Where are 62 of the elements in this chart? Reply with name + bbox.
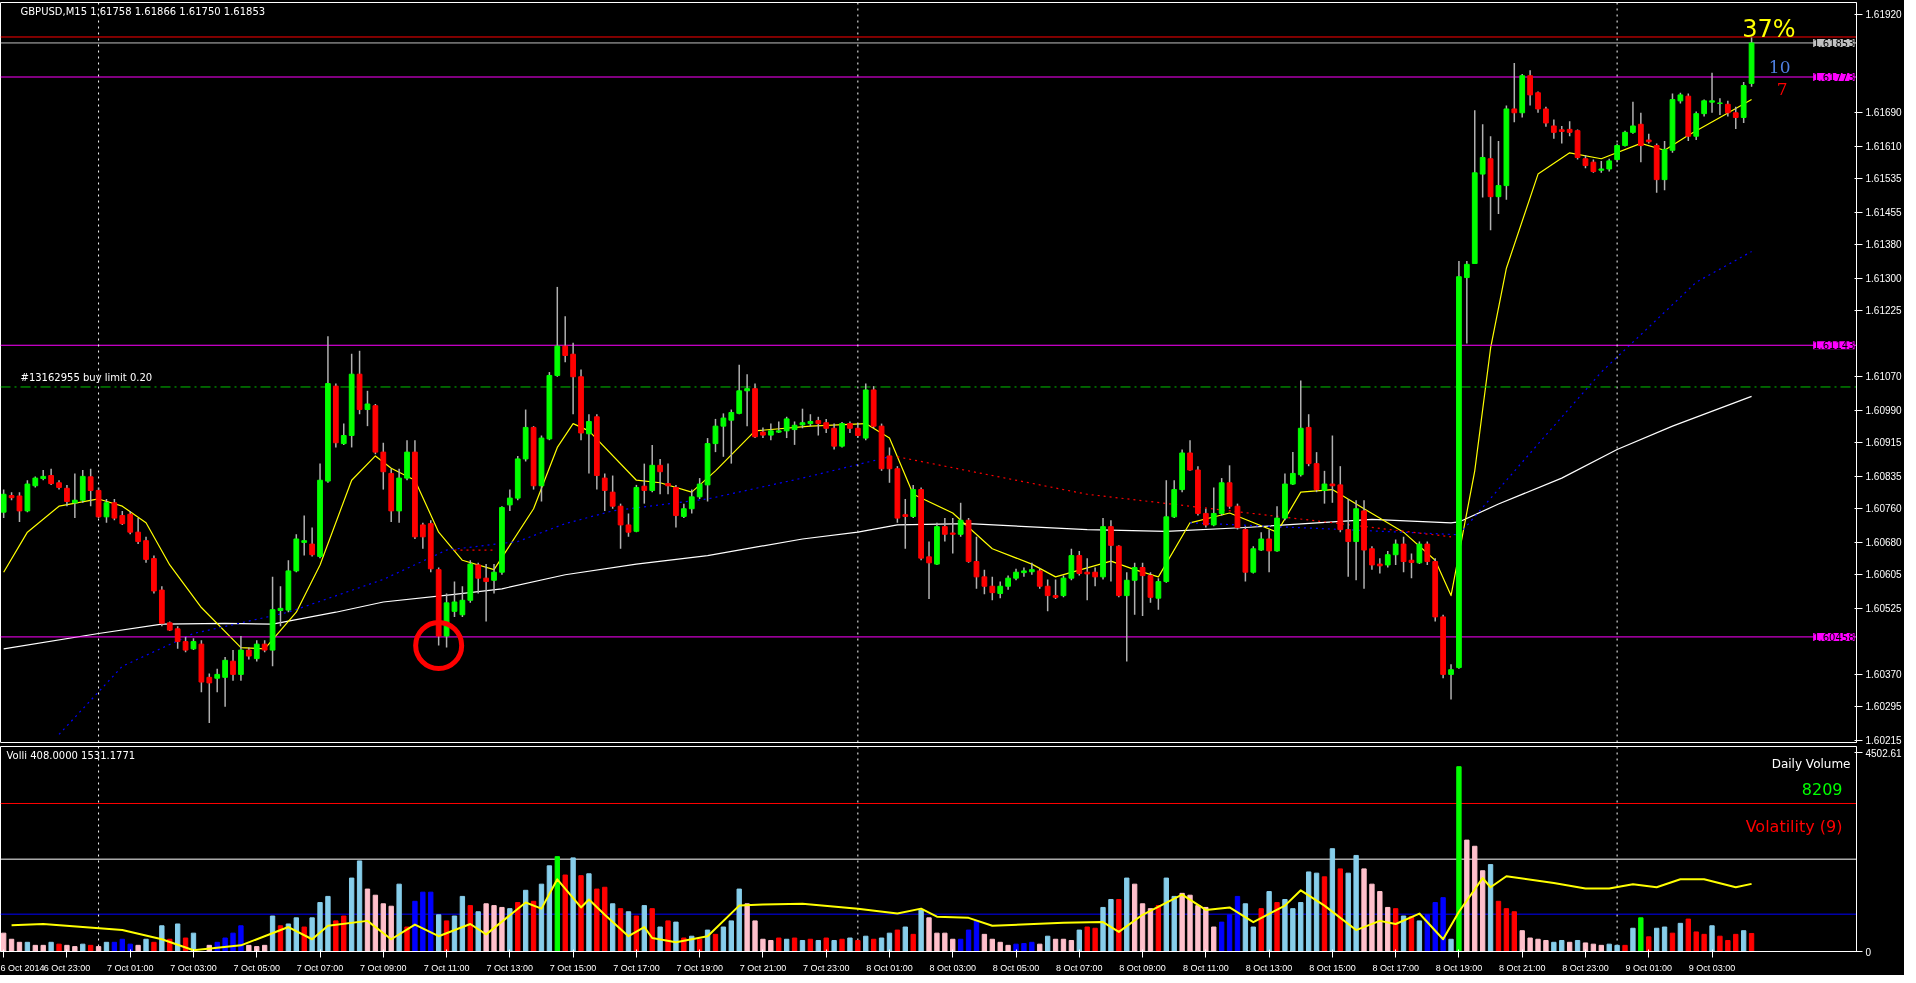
x-tick-label: 7 Oct 07:00: [296, 962, 344, 973]
x-tick-label: 7 Oct 21:00: [739, 962, 787, 973]
x-tick-label: 7 Oct 01:00: [106, 962, 154, 973]
x-tick-label: 8 Oct 11:00: [1182, 962, 1229, 973]
x-tick-label: 8 Oct 03:00: [929, 962, 977, 973]
y-tick-label: 1.61535: [1865, 173, 1903, 185]
x-tick-label: 9 Oct 01:00: [1625, 962, 1673, 973]
y-tick-label: 1.60295: [1865, 701, 1903, 713]
ref-line-label: 1.61143: [1813, 340, 1855, 352]
ref-line-label: #13162955 buy limit 0.20: [20, 371, 153, 383]
annotation: 7: [1776, 78, 1788, 99]
x-tick-label: 6 Oct 23:00: [43, 962, 91, 973]
y-tick-label: 1.60370: [1865, 669, 1903, 681]
annotation: 10: [1768, 56, 1791, 77]
chart-title: GBPUSD,M15 1.61758 1.61866 1.61750 1.61853: [20, 5, 266, 17]
x-tick-label: 8 Oct 01:00: [866, 962, 913, 973]
x-tick-label: 8 Oct 21:00: [1498, 962, 1546, 973]
x-tick-label: 7 Oct 05:00: [233, 962, 281, 973]
x-tick-label: 7 Oct 23:00: [802, 962, 850, 973]
y-tick-label: 0: [1865, 946, 1872, 958]
chart-title: Volli 408.0000 1531.1771: [6, 749, 136, 761]
x-tick-label: 7 Oct 03:00: [170, 962, 217, 973]
y-tick-label: 1.60915: [1865, 437, 1903, 449]
y-tick-label: 1.61225: [1865, 305, 1903, 317]
y-tick-label: 1.61380: [1865, 239, 1903, 251]
y-tick-label: 1.61300: [1865, 273, 1903, 285]
y-tick-label: 1.60605: [1865, 569, 1903, 581]
y-tick-label: 1.60215: [1865, 735, 1903, 747]
y-tick-label: 1.60990: [1865, 405, 1903, 417]
y-tick-label: 1.61455: [1865, 207, 1903, 219]
x-tick-label: 8 Oct 09:00: [1119, 962, 1166, 973]
y-tick-label: 1.60835: [1865, 471, 1903, 483]
y-tick-label: 1.61690: [1865, 107, 1903, 119]
y-tick-label: 1.60680: [1865, 537, 1903, 549]
y-tick-label: 1.61070: [1865, 371, 1903, 383]
ref-line-label: 1.61773: [1813, 72, 1855, 84]
x-tick-label: 7 Oct 09:00: [360, 962, 407, 973]
x-tick-label: 8 Oct 17:00: [1372, 962, 1419, 973]
x-tick-label: 7 Oct 13:00: [486, 962, 534, 973]
x-tick-label: 8 Oct 19:00: [1435, 962, 1483, 973]
annotation: Daily Volume: [1771, 756, 1851, 771]
x-tick-label: 7 Oct 11:00: [423, 962, 470, 973]
y-tick-label: 4502.61: [1865, 747, 1903, 759]
y-tick-label: 1.60760: [1865, 503, 1903, 515]
ref-line-label: 1.61853: [1813, 37, 1855, 49]
x-tick-label: 7 Oct 19:00: [676, 962, 723, 973]
y-tick-label: 1.60525: [1865, 603, 1903, 615]
x-tick-label: 8 Oct 07:00: [1056, 962, 1103, 973]
ref-line-label: 1.60458: [1813, 631, 1855, 643]
x-tick-label: 9 Oct 03:00: [1688, 962, 1736, 973]
annotation: 8209: [1801, 779, 1843, 799]
annotation: Volatility (9): [1745, 816, 1843, 836]
annotation: 37%: [1742, 14, 1796, 43]
y-tick-label: 1.61920: [1865, 9, 1903, 21]
x-tick-label: 8 Oct 23:00: [1562, 962, 1609, 973]
x-tick-label: 8 Oct 05:00: [992, 962, 1040, 973]
x-tick-label: 7 Oct 15:00: [549, 962, 597, 973]
x-tick-label: 7 Oct 17:00: [613, 962, 660, 973]
x-tick-label: 8 Oct 13:00: [1245, 962, 1293, 973]
x-tick-label: 8 Oct 15:00: [1309, 962, 1356, 973]
y-tick-label: 1.61610: [1865, 141, 1903, 153]
x-tick-label: 6 Oct 2014: [0, 962, 45, 973]
